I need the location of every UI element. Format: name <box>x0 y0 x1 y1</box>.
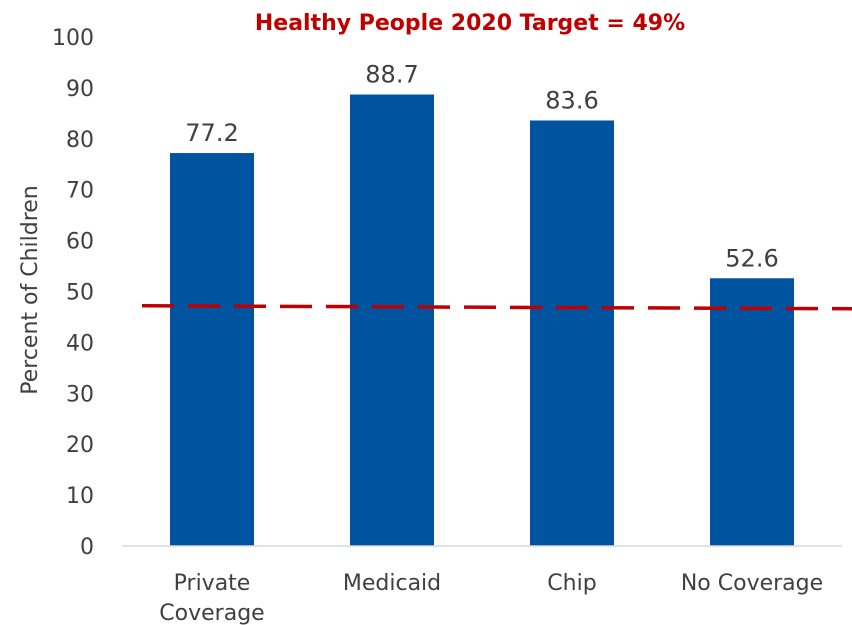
bars <box>170 94 794 546</box>
category-label: No Coverage <box>681 571 823 596</box>
target-annotation: Healthy People 2020 Target = 49% <box>255 11 685 36</box>
data-label: 83.6 <box>545 86 598 114</box>
category-label: Private Coverage <box>159 571 264 625</box>
y-tick-label: 70 <box>66 179 94 204</box>
target-line <box>141 304 852 311</box>
category-label: Medicaid <box>343 571 441 596</box>
bar <box>350 94 434 546</box>
y-tick-label: 40 <box>66 331 94 356</box>
y-tick-label: 80 <box>66 128 94 153</box>
y-tick-label: 60 <box>66 230 94 255</box>
data-label: 52.6 <box>725 244 778 272</box>
data-labels: 77.2 88.7 83.6 52.6 <box>185 61 778 273</box>
data-label: 77.2 <box>185 119 238 147</box>
y-tick-label: 90 <box>66 77 94 102</box>
y-tick-label: 10 <box>66 484 94 509</box>
bar <box>170 153 254 546</box>
y-tick-label: 0 <box>80 535 94 560</box>
category-labels: Private Coverage Medicaid Chip No Coverage <box>159 571 823 625</box>
y-axis-label: Percent of Children <box>18 185 43 395</box>
y-tick-label: 100 <box>52 26 94 51</box>
y-axis-ticks: 0 10 20 30 40 50 60 70 80 90 100 <box>52 26 94 560</box>
bar <box>710 278 794 546</box>
data-label: 88.7 <box>365 61 418 89</box>
bar <box>530 120 614 546</box>
category-label: Chip <box>547 571 596 596</box>
y-tick-label: 30 <box>66 382 94 407</box>
y-tick-label: 20 <box>66 433 94 458</box>
y-tick-label: 50 <box>66 281 94 306</box>
